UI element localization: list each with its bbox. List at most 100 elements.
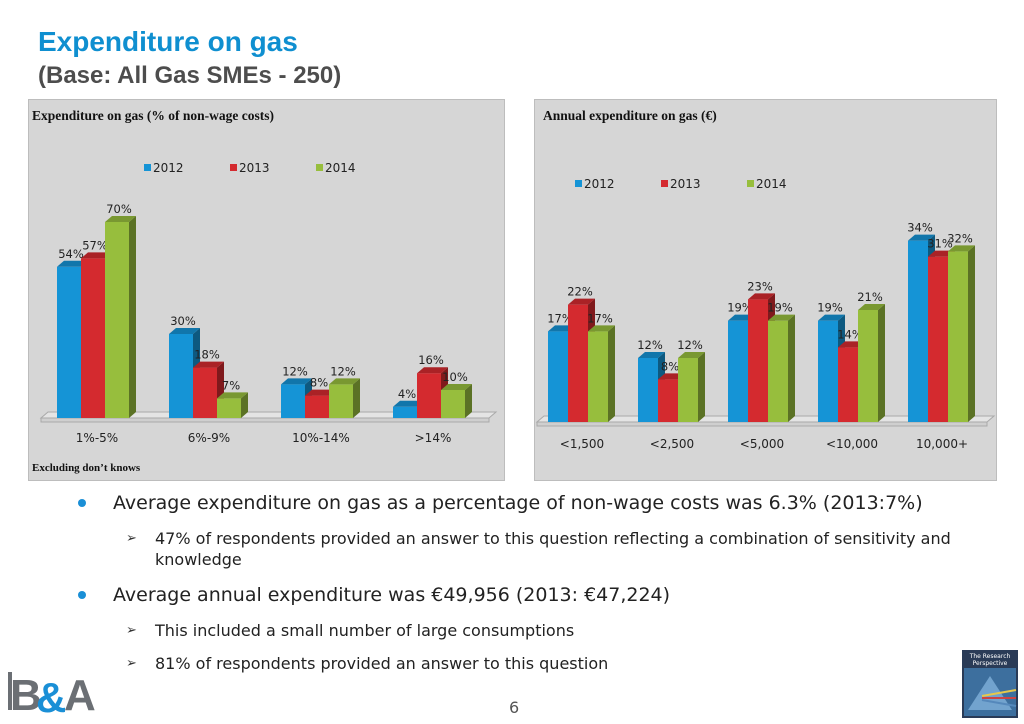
legend-label: 2013 [670,177,701,191]
bar-top [193,361,224,368]
bar-side [788,314,795,422]
category-label: 6%-9% [188,431,230,445]
ba-logo-a: A [64,671,96,716]
data-label: 7% [222,378,240,392]
bar [768,320,788,422]
sub-bullet-item: ➢ 47% of respondents provided an answer … [76,528,996,570]
data-label: 18% [194,348,220,362]
bar [948,251,968,422]
bar [548,331,568,422]
bar [217,398,241,418]
ba-logo-b: B [10,671,42,716]
data-label: 17% [547,311,573,325]
bar-top [329,378,360,385]
legend-label: 2014 [756,177,787,191]
chart-floor-edge [40,417,490,423]
category-label: <10,000 [826,437,878,451]
legend-swatch [575,180,582,187]
bar-top [105,216,136,222]
bullet-text: Average expenditure on gas as a percenta… [113,492,923,514]
legend-swatch [230,164,237,171]
bullet-item: Average expenditure on gas as a percenta… [76,490,996,516]
bar-top [81,252,112,259]
bullet-list: Average expenditure on gas as a percenta… [76,490,996,686]
data-label: 70% [106,202,132,216]
category-label: <2,500 [650,437,694,451]
bar-top [818,314,845,321]
bar [638,358,658,422]
bullet-dot-icon [78,591,86,599]
category-label: 1%-5% [76,431,118,445]
bar [748,299,768,422]
category-label: <5,000 [740,437,784,451]
bar [908,240,928,422]
data-label: 12% [282,364,308,378]
bar-top [678,352,705,358]
bar [658,379,678,422]
legend-swatch [747,180,754,187]
chart-title: Expenditure on gas (% of non-wage costs) [32,108,274,123]
bar [393,406,417,418]
bar-top [638,352,665,358]
bar [305,395,329,418]
chart-title: Annual expenditure on gas (€) [543,108,717,123]
bar [81,258,105,418]
bar-top [393,400,424,407]
data-label: 16% [418,353,444,367]
bar-top [748,293,775,300]
sub-bullet-item: ➢ This included a small number of large … [76,620,996,641]
bar [169,334,193,418]
category-label: 10%-14% [292,431,350,445]
data-label: 14% [837,327,863,341]
bar [818,320,838,422]
page-title: Expenditure on gas [38,26,298,57]
bar [838,347,858,422]
legend-swatch [661,180,668,187]
bar [858,310,878,422]
data-label: 31% [927,237,953,251]
data-label: 12% [637,338,663,352]
chart-panel-annual: Annual expenditure on gas (€) 2012 2013 201… [534,99,997,481]
bar-top [948,245,975,252]
data-label: 4% [398,387,416,401]
ba-logo: B & A [8,671,96,716]
bar-top [908,234,935,241]
category-label: >14% [415,431,452,445]
category-label: <1,500 [560,437,604,451]
chart-nonwage-costs: Expenditure on gas (% of non-wage costs)… [32,108,498,474]
data-label: 8% [661,359,679,373]
sub-bullet-text: This included a small number of large co… [155,621,575,640]
svg-text:Perspective: Perspective [973,660,1008,667]
bar-top [305,389,336,396]
data-label: 32% [947,231,973,245]
bar-top [169,328,200,334]
legend-swatch [144,164,151,171]
data-label: 23% [747,279,773,293]
bar-top [217,392,248,399]
bar-side [465,384,472,418]
bar [329,384,353,418]
legend-label: 2012 [153,161,184,175]
bar-top [768,314,795,321]
svg-text:The Research: The Research [969,653,1011,660]
arrow-bullet-icon: ➢ [126,531,137,546]
bar-top [417,367,448,374]
bar-top [858,304,885,310]
data-label: 10% [442,370,468,384]
sub-bullet-item: ➢ 81% of respondents provided an answer … [76,653,996,674]
data-label: 19% [817,301,843,315]
bullet-item: Average annual expenditure was €49,956 (… [76,582,996,608]
bar-top [441,384,472,390]
bar [193,367,217,418]
bar [928,256,948,422]
bar-side [878,304,885,422]
bar-side [968,245,975,422]
legend-label: 2014 [325,161,356,175]
data-label: 30% [170,314,196,328]
data-label: 57% [82,238,108,252]
bar-side [608,325,615,422]
arrow-bullet-icon: ➢ [126,623,137,638]
data-label: 17% [587,311,613,325]
bar-top [281,378,312,385]
data-label: 34% [907,221,933,235]
